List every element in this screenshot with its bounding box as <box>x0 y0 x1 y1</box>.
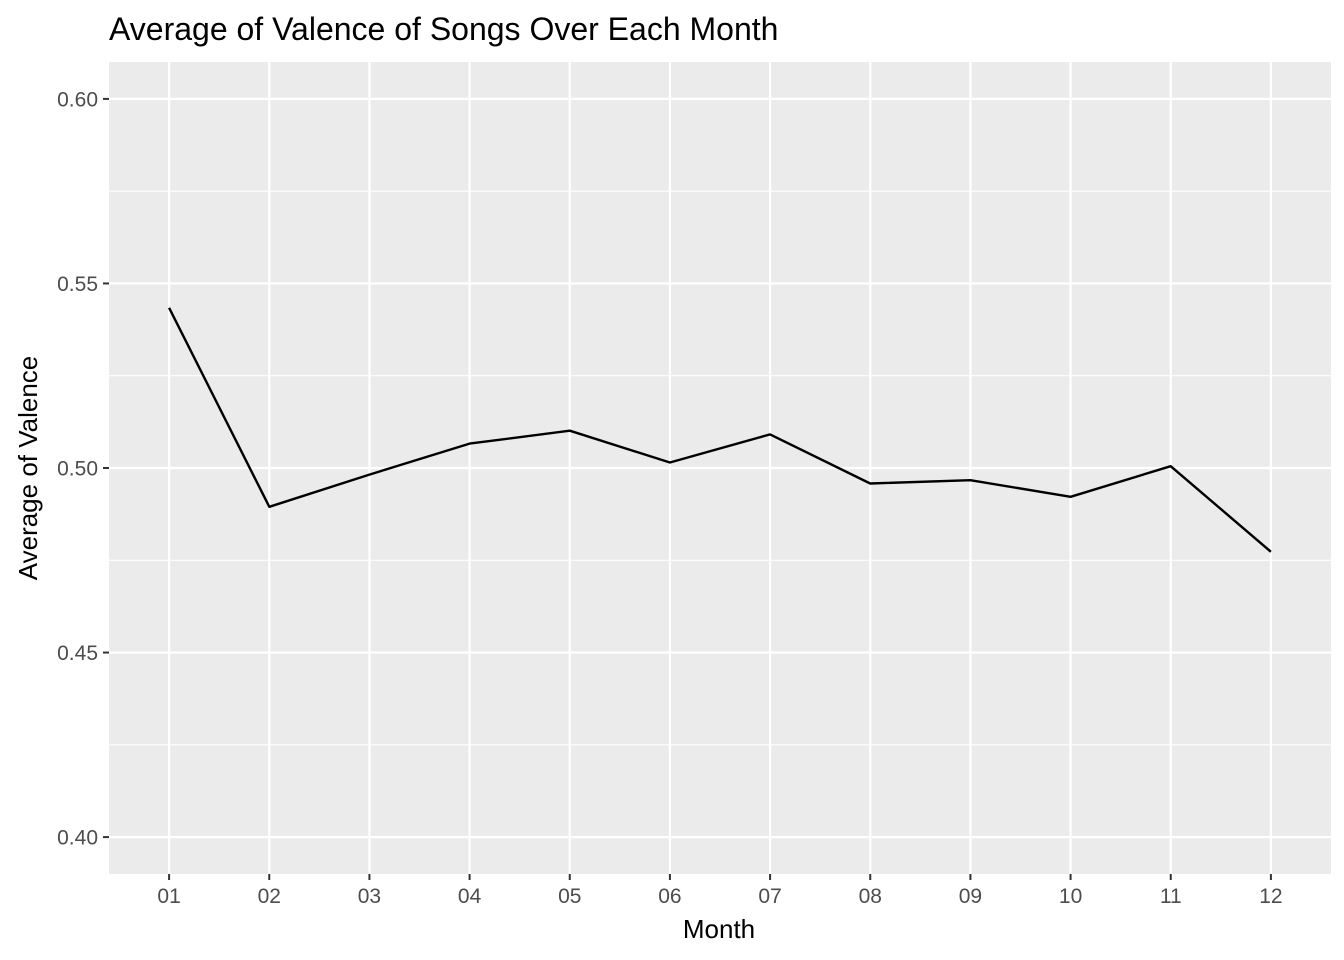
x-axis: 01 02 03 04 05 06 07 08 09 10 11 12 <box>157 874 1283 908</box>
y-tick-label: 0.60 <box>57 88 98 111</box>
x-tick-label: 08 <box>859 885 882 908</box>
x-tick-label: 04 <box>458 885 482 908</box>
major-grid-lines <box>109 62 1331 874</box>
series-layer <box>168 307 1272 553</box>
y-tick-label: 0.55 <box>57 273 98 296</box>
x-axis-title: Month <box>683 914 755 944</box>
y-axis: 0.40 0.45 0.50 0.55 0.60 <box>57 88 109 850</box>
y-tick-label: 0.45 <box>57 642 98 665</box>
y-tick-label: 0.40 <box>57 827 98 850</box>
minor-grid-lines <box>109 190 1331 746</box>
y-axis-title: Average of Valence <box>13 356 43 581</box>
y-tick-label: 0.50 <box>57 458 98 481</box>
x-tick-label: 07 <box>758 885 781 908</box>
chart-title: Average of Valence of Songs Over Each Mo… <box>109 11 778 47</box>
x-tick-label: 09 <box>959 885 982 908</box>
x-tick-label: 11 <box>1160 885 1182 908</box>
x-tick-label: 01 <box>157 885 180 908</box>
x-tick-label: 05 <box>558 885 581 908</box>
x-tick-label: 03 <box>358 885 381 908</box>
x-tick-label: 02 <box>258 885 281 908</box>
series-line <box>168 307 1272 553</box>
x-tick-label: 10 <box>1059 885 1082 908</box>
x-tick-label: 12 <box>1259 885 1282 908</box>
x-tick-label: 06 <box>658 885 681 908</box>
